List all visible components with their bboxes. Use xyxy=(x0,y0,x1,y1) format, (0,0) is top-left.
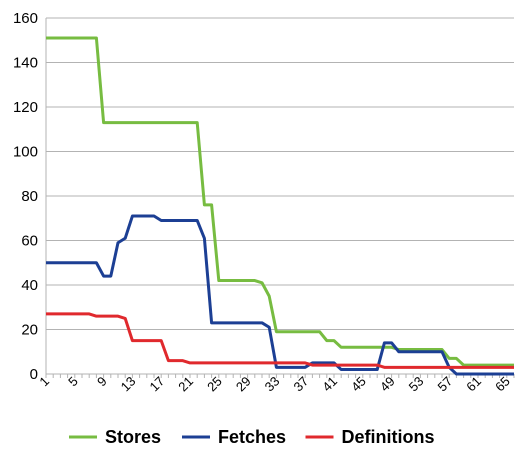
y-tick-label: 140 xyxy=(13,55,38,72)
x-tick-label: 33 xyxy=(262,374,283,395)
x-tick-label: 53 xyxy=(406,374,427,395)
x-tick-label: 17 xyxy=(146,374,167,395)
x-tick-label: 9 xyxy=(94,374,110,390)
legend-label: Definitions xyxy=(342,427,435,447)
legend-item-fetches: Fetches xyxy=(182,427,286,447)
y-tick-labels: 0 20 40 60 80 100 120 140 160 xyxy=(13,10,38,383)
x-tick-labels: 1 5 9 13 17 21 25 29 33 37 41 45 49 53 57 61 65 xyxy=(36,374,513,395)
x-tick-label: 25 xyxy=(204,374,225,395)
x-tick-label: 1 xyxy=(36,374,52,390)
series-lines xyxy=(46,38,514,374)
y-tick-label: 60 xyxy=(21,233,38,250)
x-tick-label: 41 xyxy=(319,374,340,395)
y-tick-label: 80 xyxy=(21,188,38,205)
x-tick-label: 65 xyxy=(492,374,513,395)
x-tick-label: 37 xyxy=(290,374,311,395)
x-tick-label: 49 xyxy=(377,374,398,395)
legend-label: Fetches xyxy=(218,427,286,447)
legend-item-definitions: Definitions xyxy=(306,427,435,447)
x-tick-label: 21 xyxy=(175,374,196,395)
gridlines xyxy=(46,18,514,330)
y-tick-label: 100 xyxy=(13,144,38,161)
x-tick-label: 57 xyxy=(434,374,455,395)
series-line-definitions xyxy=(46,314,514,367)
x-tick-label: 45 xyxy=(348,374,369,395)
y-tick-label: 40 xyxy=(21,277,38,294)
y-tick-label: 160 xyxy=(13,10,38,27)
legend: Stores Fetches Definitions xyxy=(69,427,435,447)
y-tick-label: 120 xyxy=(13,99,38,116)
x-tick-label: 5 xyxy=(65,374,81,390)
legend-label: Stores xyxy=(105,427,161,447)
axes xyxy=(46,18,514,378)
x-tick-label: 13 xyxy=(118,374,139,395)
legend-item-stores: Stores xyxy=(69,427,161,447)
y-tick-label: 0 xyxy=(30,366,38,383)
x-tick-label: 61 xyxy=(463,374,484,395)
y-tick-label: 20 xyxy=(21,322,38,339)
x-tick-label: 29 xyxy=(233,374,254,395)
